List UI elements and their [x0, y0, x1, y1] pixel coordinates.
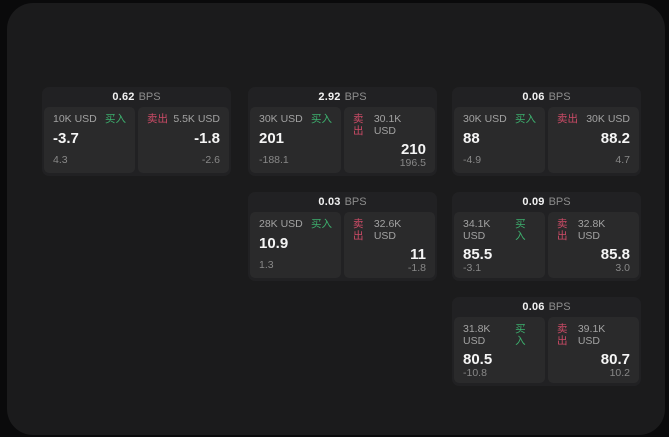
buy-change: 1.3	[259, 259, 274, 272]
bps-header: 0.06 BPS	[452, 297, 641, 317]
buy-change: -4.9	[463, 154, 482, 167]
bps-unit-label: BPS	[344, 196, 367, 208]
bps-header: 2.92 BPS	[248, 87, 437, 107]
buy-price: 80.5	[463, 351, 493, 369]
buy-amount-label: 31.8K USD	[463, 323, 491, 347]
sell-amount-label: 32.8K USD	[577, 218, 606, 242]
sell-side-label: 卖出	[353, 218, 364, 242]
sell-side-label: 卖出	[353, 113, 364, 137]
sell-side-label: 卖出	[147, 113, 168, 125]
buy-price: -3.7	[53, 129, 79, 147]
buy-price: 85.5	[463, 246, 493, 264]
quote-card: 0.06 BPS 31.8K USD 买入 80.5 -10.8 卖出 39.1…	[452, 297, 641, 386]
buy-price: 201	[259, 129, 285, 147]
quote-card: 2.92 BPS 30K USD 买入 201 -188.1 卖出 30.1K …	[248, 87, 437, 176]
sell-panel[interactable]: 卖出 30.1K USD 210 196.5	[344, 107, 435, 173]
bps-header: 0.62 BPS	[42, 87, 231, 107]
bps-value: 0.09	[522, 196, 545, 208]
buy-amount-label: 30K USD	[259, 113, 303, 125]
bps-header: 0.06 BPS	[452, 87, 641, 107]
sell-price: 85.8	[600, 246, 630, 264]
quote-card: 0.62 BPS 10K USD 买入 -3.7 4.3 卖出 5.5K USD…	[42, 87, 231, 176]
buy-change: -188.1	[259, 154, 289, 167]
buy-change: 4.3	[53, 154, 68, 167]
sell-change: 196.5	[399, 157, 426, 170]
sell-panel[interactable]: 卖出 32.8K USD 85.8 3.0	[548, 212, 639, 278]
buy-panel[interactable]: 28K USD 买入 10.9 1.3	[250, 212, 341, 278]
sell-amount-label: 30.1K USD	[373, 113, 402, 137]
buy-panel[interactable]: 30K USD 买入 88 -4.9	[454, 107, 545, 173]
buy-side-label: 买入	[515, 113, 536, 125]
bps-value: 0.06	[522, 91, 545, 103]
sell-price: 88.2	[600, 129, 630, 147]
sell-price: 11	[410, 246, 426, 264]
buy-side-label: 买入	[105, 113, 126, 125]
bps-value: 0.62	[112, 91, 135, 103]
sell-amount-label: 5.5K USD	[173, 113, 220, 125]
sell-amount-label: 30K USD	[586, 113, 630, 125]
bps-value: 0.06	[522, 301, 545, 313]
bps-header: 0.09 BPS	[452, 192, 641, 212]
sell-panel[interactable]: 卖出 32.6K USD 11 -1.8	[344, 212, 435, 278]
buy-panel[interactable]: 34.1K USD 买入 85.5 -3.1	[454, 212, 545, 278]
quote-card: 0.03 BPS 28K USD 买入 10.9 1.3 卖出 32.6K US…	[248, 192, 437, 281]
bps-value: 2.92	[318, 91, 341, 103]
buy-amount-label: 10K USD	[53, 113, 97, 125]
bps-unit-label: BPS	[548, 91, 571, 103]
sell-price: -1.8	[194, 129, 220, 147]
buy-side-label: 买入	[311, 218, 332, 230]
app-surface: 0.62 BPS 10K USD 买入 -3.7 4.3 卖出 5.5K USD…	[7, 3, 665, 435]
buy-side-label: 买入	[311, 113, 332, 125]
quote-card: 0.09 BPS 34.1K USD 买入 85.5 -3.1 卖出 32.8K…	[452, 192, 641, 281]
sell-side-label: 卖出	[557, 113, 578, 125]
buy-panel[interactable]: 31.8K USD 买入 80.5 -10.8	[454, 317, 545, 383]
buy-change: -10.8	[463, 367, 487, 380]
sell-side-label: 卖出	[557, 218, 568, 242]
bps-unit-label: BPS	[344, 91, 367, 103]
buy-side-label: 买入	[515, 323, 526, 347]
bps-unit-label: BPS	[548, 196, 571, 208]
sell-amount-label: 32.6K USD	[373, 218, 402, 242]
buy-side-label: 买入	[515, 218, 526, 242]
bps-unit-label: BPS	[138, 91, 161, 103]
buy-panel[interactable]: 10K USD 买入 -3.7 4.3	[44, 107, 135, 173]
sell-price: 210	[400, 141, 426, 159]
bps-header: 0.03 BPS	[248, 192, 437, 212]
buy-panel[interactable]: 30K USD 买入 201 -188.1	[250, 107, 341, 173]
quote-card: 0.06 BPS 30K USD 买入 88 -4.9 卖出 30K USD 8…	[452, 87, 641, 176]
buy-change: -3.1	[463, 262, 482, 275]
sell-change: -1.8	[407, 262, 426, 275]
sell-panel[interactable]: 卖出 39.1K USD 80.7 10.2	[548, 317, 639, 383]
sell-price: 80.7	[600, 351, 630, 369]
sell-change: 3.0	[615, 262, 630, 275]
buy-price: 88	[463, 129, 480, 147]
buy-price: 10.9	[259, 234, 289, 252]
buy-amount-label: 30K USD	[463, 113, 507, 125]
buy-amount-label: 34.1K USD	[463, 218, 491, 242]
sell-change: 10.2	[609, 367, 630, 380]
sell-change: -2.6	[201, 154, 220, 167]
bps-value: 0.03	[318, 196, 341, 208]
buy-amount-label: 28K USD	[259, 218, 303, 230]
sell-amount-label: 39.1K USD	[577, 323, 606, 347]
sell-change: 4.7	[615, 154, 630, 167]
sell-panel[interactable]: 卖出 30K USD 88.2 4.7	[548, 107, 639, 173]
sell-side-label: 卖出	[557, 323, 568, 347]
bps-unit-label: BPS	[548, 301, 571, 313]
sell-panel[interactable]: 卖出 5.5K USD -1.8 -2.6	[138, 107, 229, 173]
